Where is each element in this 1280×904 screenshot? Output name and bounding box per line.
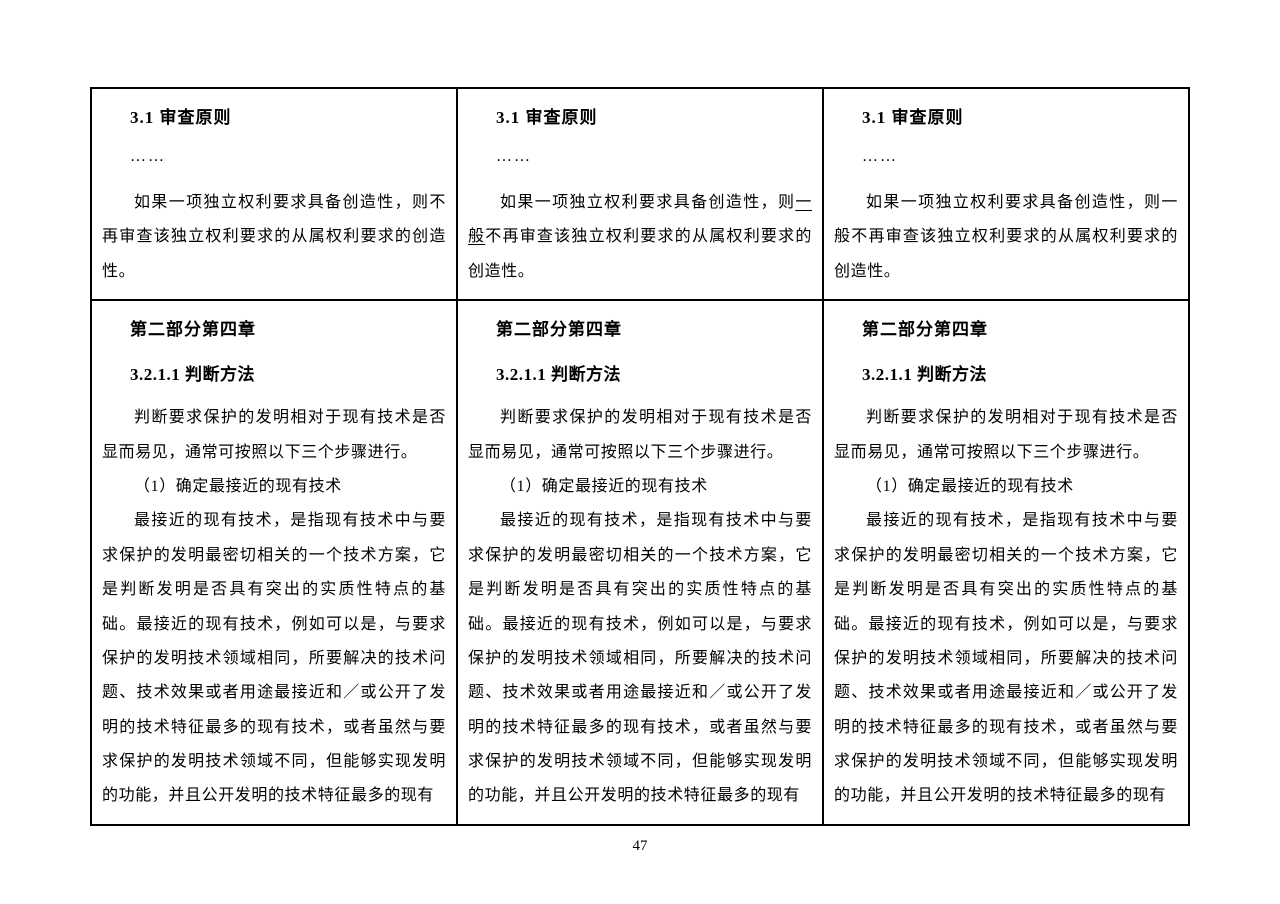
para-step-1-body: 最接近的现有技术，是指现有技术中与要求保护的发明最密切相关的一个技术方案，它是判… (468, 504, 812, 814)
ellipsis: …… (496, 148, 812, 166)
para-step-1-body: 最接近的现有技术，是指现有技术中与要求保护的发明最密切相关的一个技术方案，它是判… (102, 504, 446, 814)
col-2-sec-1: 3.1 审查原则 …… 如果一项独立权利要求具备创造性，则一般不再审查该独立权利… (458, 89, 824, 299)
heading-3-1: 3.1 审查原则 (862, 103, 1178, 128)
col-3-sec-1: 3.1 审查原则 …… 如果一项独立权利要求具备创造性，则一般不再审查该独立权利… (824, 89, 1188, 299)
comparison-table: 3.1 审查原则 …… 如果一项独立权利要求具备创造性，则不再审查该独立权利要求… (90, 87, 1190, 826)
col-1-sec-2: 第二部分第四章 3.2.1.1 判断方法 判断要求保护的发明相对于现有技术是否显… (92, 301, 458, 824)
para-method-intro: 判断要求保护的发明相对于现有技术是否显而易见，通常可按照以下三个步骤进行。 (102, 401, 446, 470)
subsection-heading: 3.2.1.1 判断方法 (862, 360, 1178, 385)
col-3-sec-2: 第二部分第四章 3.2.1.1 判断方法 判断要求保护的发明相对于现有技术是否显… (824, 301, 1188, 824)
step-1-heading: （1）确定最接近的现有技术 (102, 470, 446, 504)
heading-3-1: 3.1 审查原则 (130, 103, 446, 128)
row-section-3-2: 第二部分第四章 3.2.1.1 判断方法 判断要求保护的发明相对于现有技术是否显… (92, 299, 1188, 824)
heading-3-1: 3.1 审查原则 (496, 103, 812, 128)
chapter-heading: 第二部分第四章 (130, 315, 446, 340)
para-3-1-underlined: 如果一项独立权利要求具备创造性，则一般不再审查该独立权利要求的从属权利要求的创造… (468, 186, 812, 289)
step-1-heading: （1）确定最接近的现有技术 (468, 470, 812, 504)
para-step-1-body: 最接近的现有技术，是指现有技术中与要求保护的发明最密切相关的一个技术方案，它是判… (834, 504, 1178, 814)
ellipsis: …… (862, 148, 1178, 166)
subsection-heading: 3.2.1.1 判断方法 (130, 360, 446, 385)
col-1-sec-1: 3.1 审查原则 …… 如果一项独立权利要求具备创造性，则不再审查该独立权利要求… (92, 89, 458, 299)
para-method-intro: 判断要求保护的发明相对于现有技术是否显而易见，通常可按照以下三个步骤进行。 (468, 401, 812, 470)
step-1-heading: （1）确定最接近的现有技术 (834, 470, 1178, 504)
para-method-intro: 判断要求保护的发明相对于现有技术是否显而易见，通常可按照以下三个步骤进行。 (834, 401, 1178, 470)
ellipsis: …… (130, 148, 446, 166)
para-3-1: 如果一项独立权利要求具备创造性，则不再审查该独立权利要求的从属权利要求的创造性。 (102, 186, 446, 289)
chapter-heading: 第二部分第四章 (862, 315, 1178, 340)
chapter-heading: 第二部分第四章 (496, 315, 812, 340)
col-2-sec-2: 第二部分第四章 3.2.1.1 判断方法 判断要求保护的发明相对于现有技术是否显… (458, 301, 824, 824)
page-number: 47 (633, 838, 648, 855)
subsection-heading: 3.2.1.1 判断方法 (496, 360, 812, 385)
para-3-1: 如果一项独立权利要求具备创造性，则一般不再审查该独立权利要求的从属权利要求的创造… (834, 186, 1178, 289)
row-section-3-1: 3.1 审查原则 …… 如果一项独立权利要求具备创造性，则不再审查该独立权利要求… (92, 89, 1188, 299)
